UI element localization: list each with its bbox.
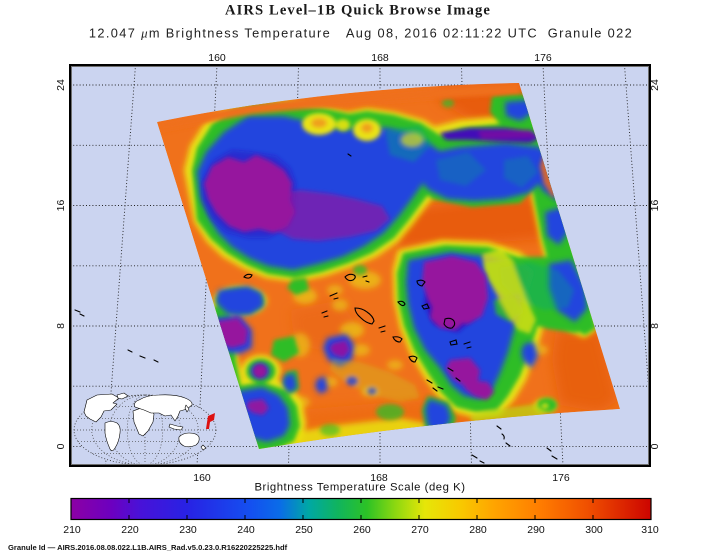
svg-text:310: 310: [641, 524, 659, 536]
svg-text:176: 176: [552, 472, 570, 484]
svg-text:16: 16: [55, 200, 67, 212]
svg-text:220: 220: [121, 524, 139, 536]
svg-text:168: 168: [370, 472, 388, 484]
svg-text:160: 160: [208, 52, 226, 64]
svg-text:250: 250: [295, 524, 313, 536]
svg-text:AIRS Level–1B Quick Browse Ima: AIRS Level–1B Quick Browse Image: [225, 3, 491, 19]
svg-text:260: 260: [353, 524, 371, 536]
svg-text:160: 160: [193, 472, 211, 484]
svg-text:176: 176: [534, 52, 552, 64]
svg-text:12.047 μm Brightness Temperatu: 12.047 μm Brightness Temperature Aug 08,…: [89, 26, 633, 41]
svg-text:16: 16: [649, 200, 661, 212]
svg-text:Brightness Temperature Scale (: Brightness Temperature Scale (deg K): [254, 482, 465, 494]
svg-text:0: 0: [55, 443, 67, 449]
svg-text:210: 210: [63, 524, 81, 536]
svg-text:280: 280: [469, 524, 487, 536]
svg-text:8: 8: [649, 323, 661, 329]
svg-text:Granule Id — AIRS.2016.08.08.0: Granule Id — AIRS.2016.08.08.022.L1B.AIR…: [8, 543, 288, 552]
svg-text:24: 24: [55, 79, 67, 91]
svg-text:290: 290: [527, 524, 545, 536]
svg-text:300: 300: [585, 524, 603, 536]
svg-text:230: 230: [179, 524, 197, 536]
svg-text:168: 168: [371, 52, 389, 64]
svg-text:0: 0: [649, 443, 661, 449]
svg-text:8: 8: [55, 323, 67, 329]
svg-text:240: 240: [237, 524, 255, 536]
svg-text:24: 24: [649, 79, 661, 91]
svg-text:270: 270: [411, 524, 429, 536]
